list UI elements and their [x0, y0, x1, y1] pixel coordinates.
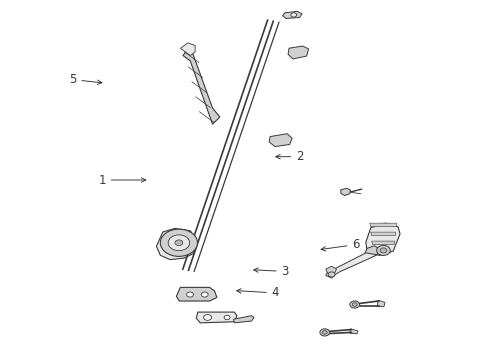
Circle shape	[377, 246, 390, 256]
Polygon shape	[233, 316, 254, 323]
Circle shape	[291, 13, 297, 17]
Polygon shape	[365, 246, 380, 257]
Text: 3: 3	[254, 265, 289, 278]
Polygon shape	[372, 241, 394, 245]
Circle shape	[352, 303, 357, 306]
Circle shape	[224, 315, 230, 320]
Circle shape	[350, 301, 360, 308]
Circle shape	[168, 235, 190, 251]
Text: 4: 4	[237, 287, 279, 300]
Polygon shape	[176, 287, 217, 301]
Circle shape	[380, 248, 387, 253]
Circle shape	[320, 329, 330, 336]
Circle shape	[201, 292, 208, 297]
Text: 6: 6	[321, 238, 360, 251]
Polygon shape	[326, 253, 377, 278]
Circle shape	[160, 229, 197, 256]
Circle shape	[204, 315, 212, 320]
Text: 5: 5	[69, 73, 102, 86]
Polygon shape	[377, 300, 385, 307]
Polygon shape	[370, 223, 396, 227]
Circle shape	[175, 240, 183, 246]
Polygon shape	[180, 43, 195, 55]
Polygon shape	[183, 46, 220, 124]
Polygon shape	[269, 134, 292, 147]
Text: 2: 2	[276, 150, 304, 163]
Polygon shape	[371, 232, 395, 236]
Polygon shape	[288, 46, 309, 59]
Circle shape	[187, 292, 194, 297]
Text: 1: 1	[98, 174, 146, 186]
Polygon shape	[283, 11, 302, 18]
Polygon shape	[350, 329, 358, 334]
Polygon shape	[156, 228, 196, 260]
Polygon shape	[341, 188, 350, 195]
Polygon shape	[366, 223, 400, 256]
Circle shape	[328, 272, 335, 277]
Circle shape	[322, 330, 327, 334]
Polygon shape	[196, 312, 237, 323]
Polygon shape	[326, 266, 337, 273]
